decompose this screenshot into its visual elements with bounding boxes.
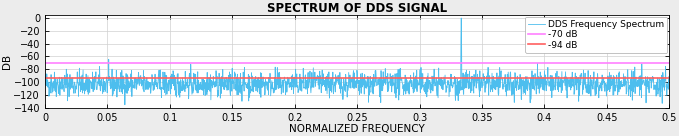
DDS Frequency Spectrum [41, 80, 49, 82]
DDS Frequency Spectrum [366, 90, 374, 92]
DDS Frequency Spectrum [665, 83, 674, 85]
Y-axis label: DB: DB [2, 54, 12, 69]
DDS Frequency Spectrum [353, 72, 361, 74]
Line: DDS Frequency Spectrum: DDS Frequency Spectrum [45, 18, 669, 105]
DDS Frequency Spectrum [457, 17, 465, 19]
DDS Frequency Spectrum [222, 81, 230, 83]
Legend: DDS Frequency Spectrum, -70 dB, -94 dB: DDS Frequency Spectrum, -70 dB, -94 dB [525, 17, 667, 53]
Title: SPECTRUM OF DDS SIGNAL: SPECTRUM OF DDS SIGNAL [267, 2, 447, 15]
DDS Frequency Spectrum [280, 80, 288, 81]
X-axis label: NORMALIZED FREQUENCY: NORMALIZED FREQUENCY [289, 124, 425, 134]
DDS Frequency Spectrum [501, 74, 509, 75]
DDS Frequency Spectrum [364, 78, 372, 80]
DDS Frequency Spectrum [121, 104, 129, 106]
